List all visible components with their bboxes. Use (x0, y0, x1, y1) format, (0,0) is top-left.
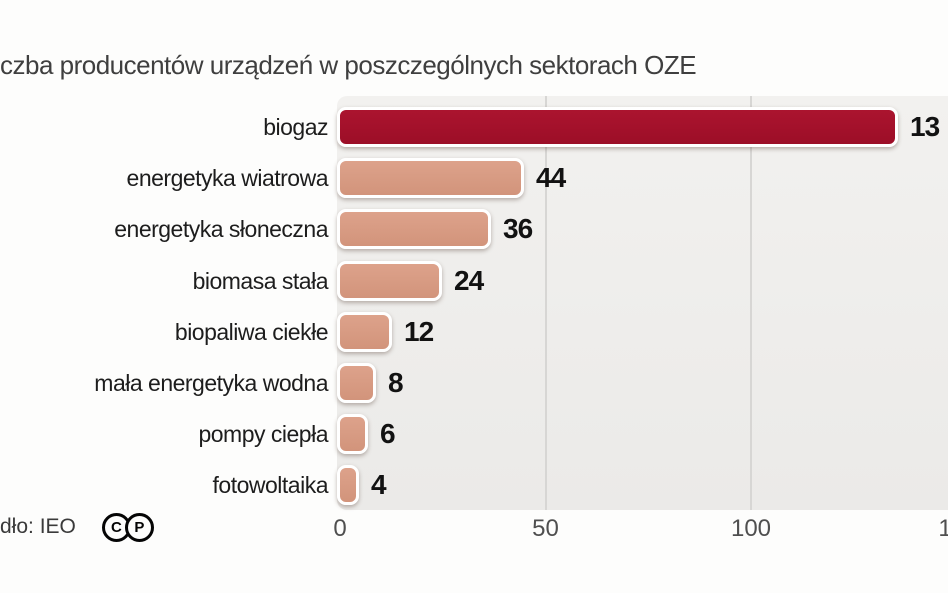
bar-row: energetyka słoneczna 36 (0, 209, 948, 249)
value-label: 44 (536, 162, 566, 193)
value-label: 12 (404, 316, 434, 347)
value-label: 4 (371, 469, 387, 500)
value-label: 13 (910, 111, 940, 142)
x-tick-label: 1 (938, 515, 948, 542)
bar (337, 465, 359, 505)
gridline (544, 96, 547, 510)
value-label: 36 (503, 213, 533, 244)
bar-row: mała energetyka wodna 8 (0, 363, 948, 403)
category-label: energetyka słoneczna (114, 216, 328, 242)
bar (337, 107, 898, 147)
bar-row: biogaz 13 (0, 107, 948, 147)
category-label: pompy ciepła (198, 421, 328, 447)
x-tick-label: 50 (532, 515, 559, 542)
category-label: mała energetyka wodna (94, 370, 328, 396)
x-tick-label: 0 (333, 515, 347, 542)
bar-row: biopaliwa ciekłe 12 (0, 312, 948, 352)
x-tick-label: 100 (730, 515, 772, 542)
value-label: 8 (388, 367, 404, 398)
phonogram-icon: P (124, 512, 154, 542)
category-label: fotowoltaika (212, 472, 329, 498)
bar-row: energetyka wiatrowa 44 (0, 158, 948, 198)
category-label: biomasa stała (192, 268, 329, 294)
bar-row: pompy ciepła 6 (0, 414, 948, 454)
bar (337, 312, 392, 352)
bar (337, 261, 442, 301)
source-label: dło: IEO (0, 515, 76, 538)
source-row: dło: IEO C P (0, 509, 154, 545)
license-icons: C P (101, 512, 154, 542)
bar-row: fotowoltaika 4 (0, 465, 948, 505)
category-label: energetyka wiatrowa (126, 165, 329, 191)
value-label: 24 (454, 265, 484, 296)
gridline (750, 96, 752, 510)
bar (337, 414, 368, 454)
bar (337, 209, 491, 249)
value-label: 6 (380, 418, 396, 449)
bar-row: biomasa stała 24 (0, 261, 948, 301)
bar (337, 158, 524, 198)
chart-title: czba producentów urządzeń w poszczególny… (0, 50, 697, 80)
category-label: biopaliwa ciekłe (174, 319, 329, 345)
bar (337, 363, 376, 403)
category-label: biogaz (263, 114, 328, 140)
